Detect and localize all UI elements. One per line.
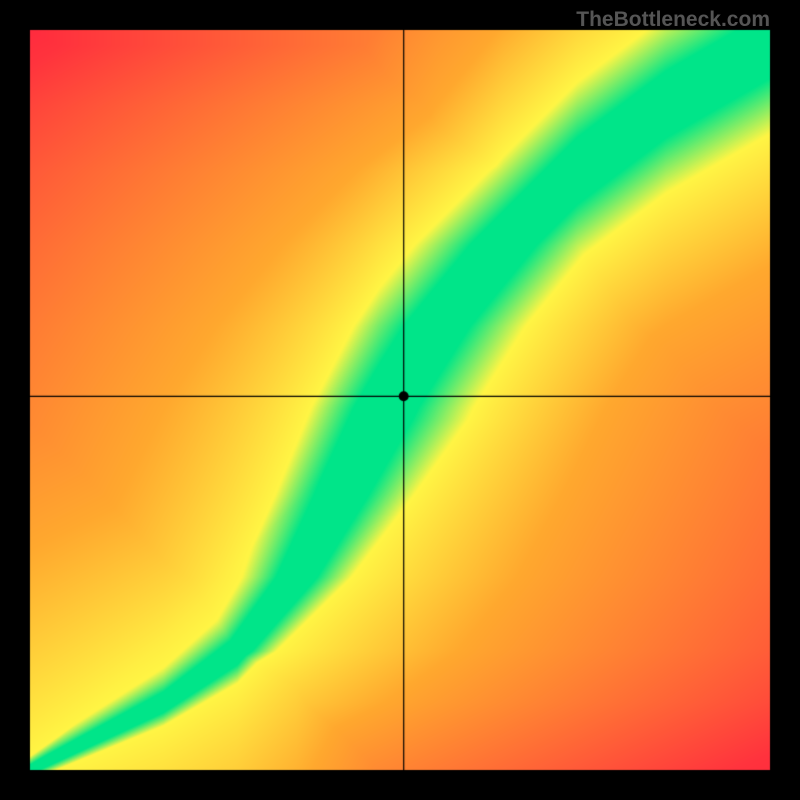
bottleneck-heatmap [0, 0, 800, 800]
chart-container: TheBottleneck.com [0, 0, 800, 800]
watermark-text: TheBottleneck.com [576, 8, 770, 32]
